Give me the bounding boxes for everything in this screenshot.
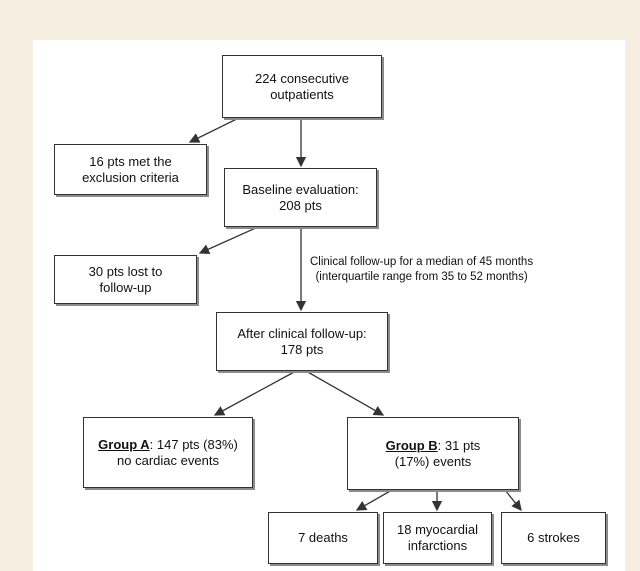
followup-note-line1: Clinical follow-up for a median of 45 mo… — [310, 256, 534, 268]
group-a-counts: : 147 pts (83%) — [149, 436, 238, 452]
box-consecutive-outpatients: 224 consecutive outpatients — [222, 55, 382, 118]
box-excluded-line1: 16 pts met the — [89, 153, 172, 169]
arrow-after-to-groupA — [213, 370, 297, 416]
box-baseline-line1: Baseline evaluation: — [242, 181, 359, 197]
followup-note: Clinical follow-up for a median of 45 mo… — [310, 255, 533, 285]
group-b-label: Group B — [385, 437, 438, 453]
box-group-b: Group B: 31 pts (17%) events — [347, 417, 519, 490]
box-group-a-line1: Group A: 147 pts (83%) — [98, 437, 238, 453]
box-after-line2: 178 pts — [280, 341, 324, 357]
arrow-groupB-to-deaths — [355, 489, 393, 511]
box-baseline-line2: 208 pts — [279, 197, 322, 213]
box-excluded-line2: exclusion criteria — [82, 169, 179, 185]
box-group-b-line2: (17%) events — [394, 453, 472, 469]
arrow-baseline-to-lost — [198, 226, 259, 255]
box-group-a: Group A: 147 pts (83%) no cardiac events — [83, 417, 253, 488]
box-deaths: 7 deaths — [268, 512, 378, 564]
group-a-label: Group A — [98, 436, 150, 452]
box-lost-to-followup: 30 pts lost to follow-up — [54, 255, 197, 304]
box-mi-line2: infarctions — [407, 538, 468, 553]
box-mi-line1: 18 myocardial — [397, 522, 478, 537]
box-excluded: 16 pts met the exclusion criteria — [54, 144, 207, 195]
box-start-line1: 224 consecutive — [255, 70, 349, 86]
box-lost-line1: 30 pts lost to — [88, 263, 163, 279]
box-after-followup: After clinical follow-up: 178 pts — [216, 312, 388, 371]
box-strokes-line1: 6 strokes — [527, 530, 580, 545]
box-group-a-line2: no cardiac events — [117, 452, 219, 468]
box-start-line2: outpatients — [270, 86, 334, 102]
group-b-counts: : 31 pts — [437, 437, 481, 453]
box-myocardial-infarctions: 18 myocardial infarctions — [383, 512, 492, 564]
box-lost-line2: follow-up — [99, 279, 152, 295]
arrow-after-to-groupB — [305, 370, 385, 416]
box-baseline: Baseline evaluation: 208 pts — [224, 168, 377, 227]
box-after-line1: After clinical follow-up: — [237, 325, 367, 341]
followup-note-line2: (interquartile range from 35 to 52 month… — [315, 271, 528, 283]
arrow-groupB-to-strokes — [504, 489, 522, 512]
box-deaths-line1: 7 deaths — [298, 530, 348, 545]
box-group-b-line1: Group B: 31 pts — [386, 438, 481, 454]
box-strokes: 6 strokes — [501, 512, 606, 564]
